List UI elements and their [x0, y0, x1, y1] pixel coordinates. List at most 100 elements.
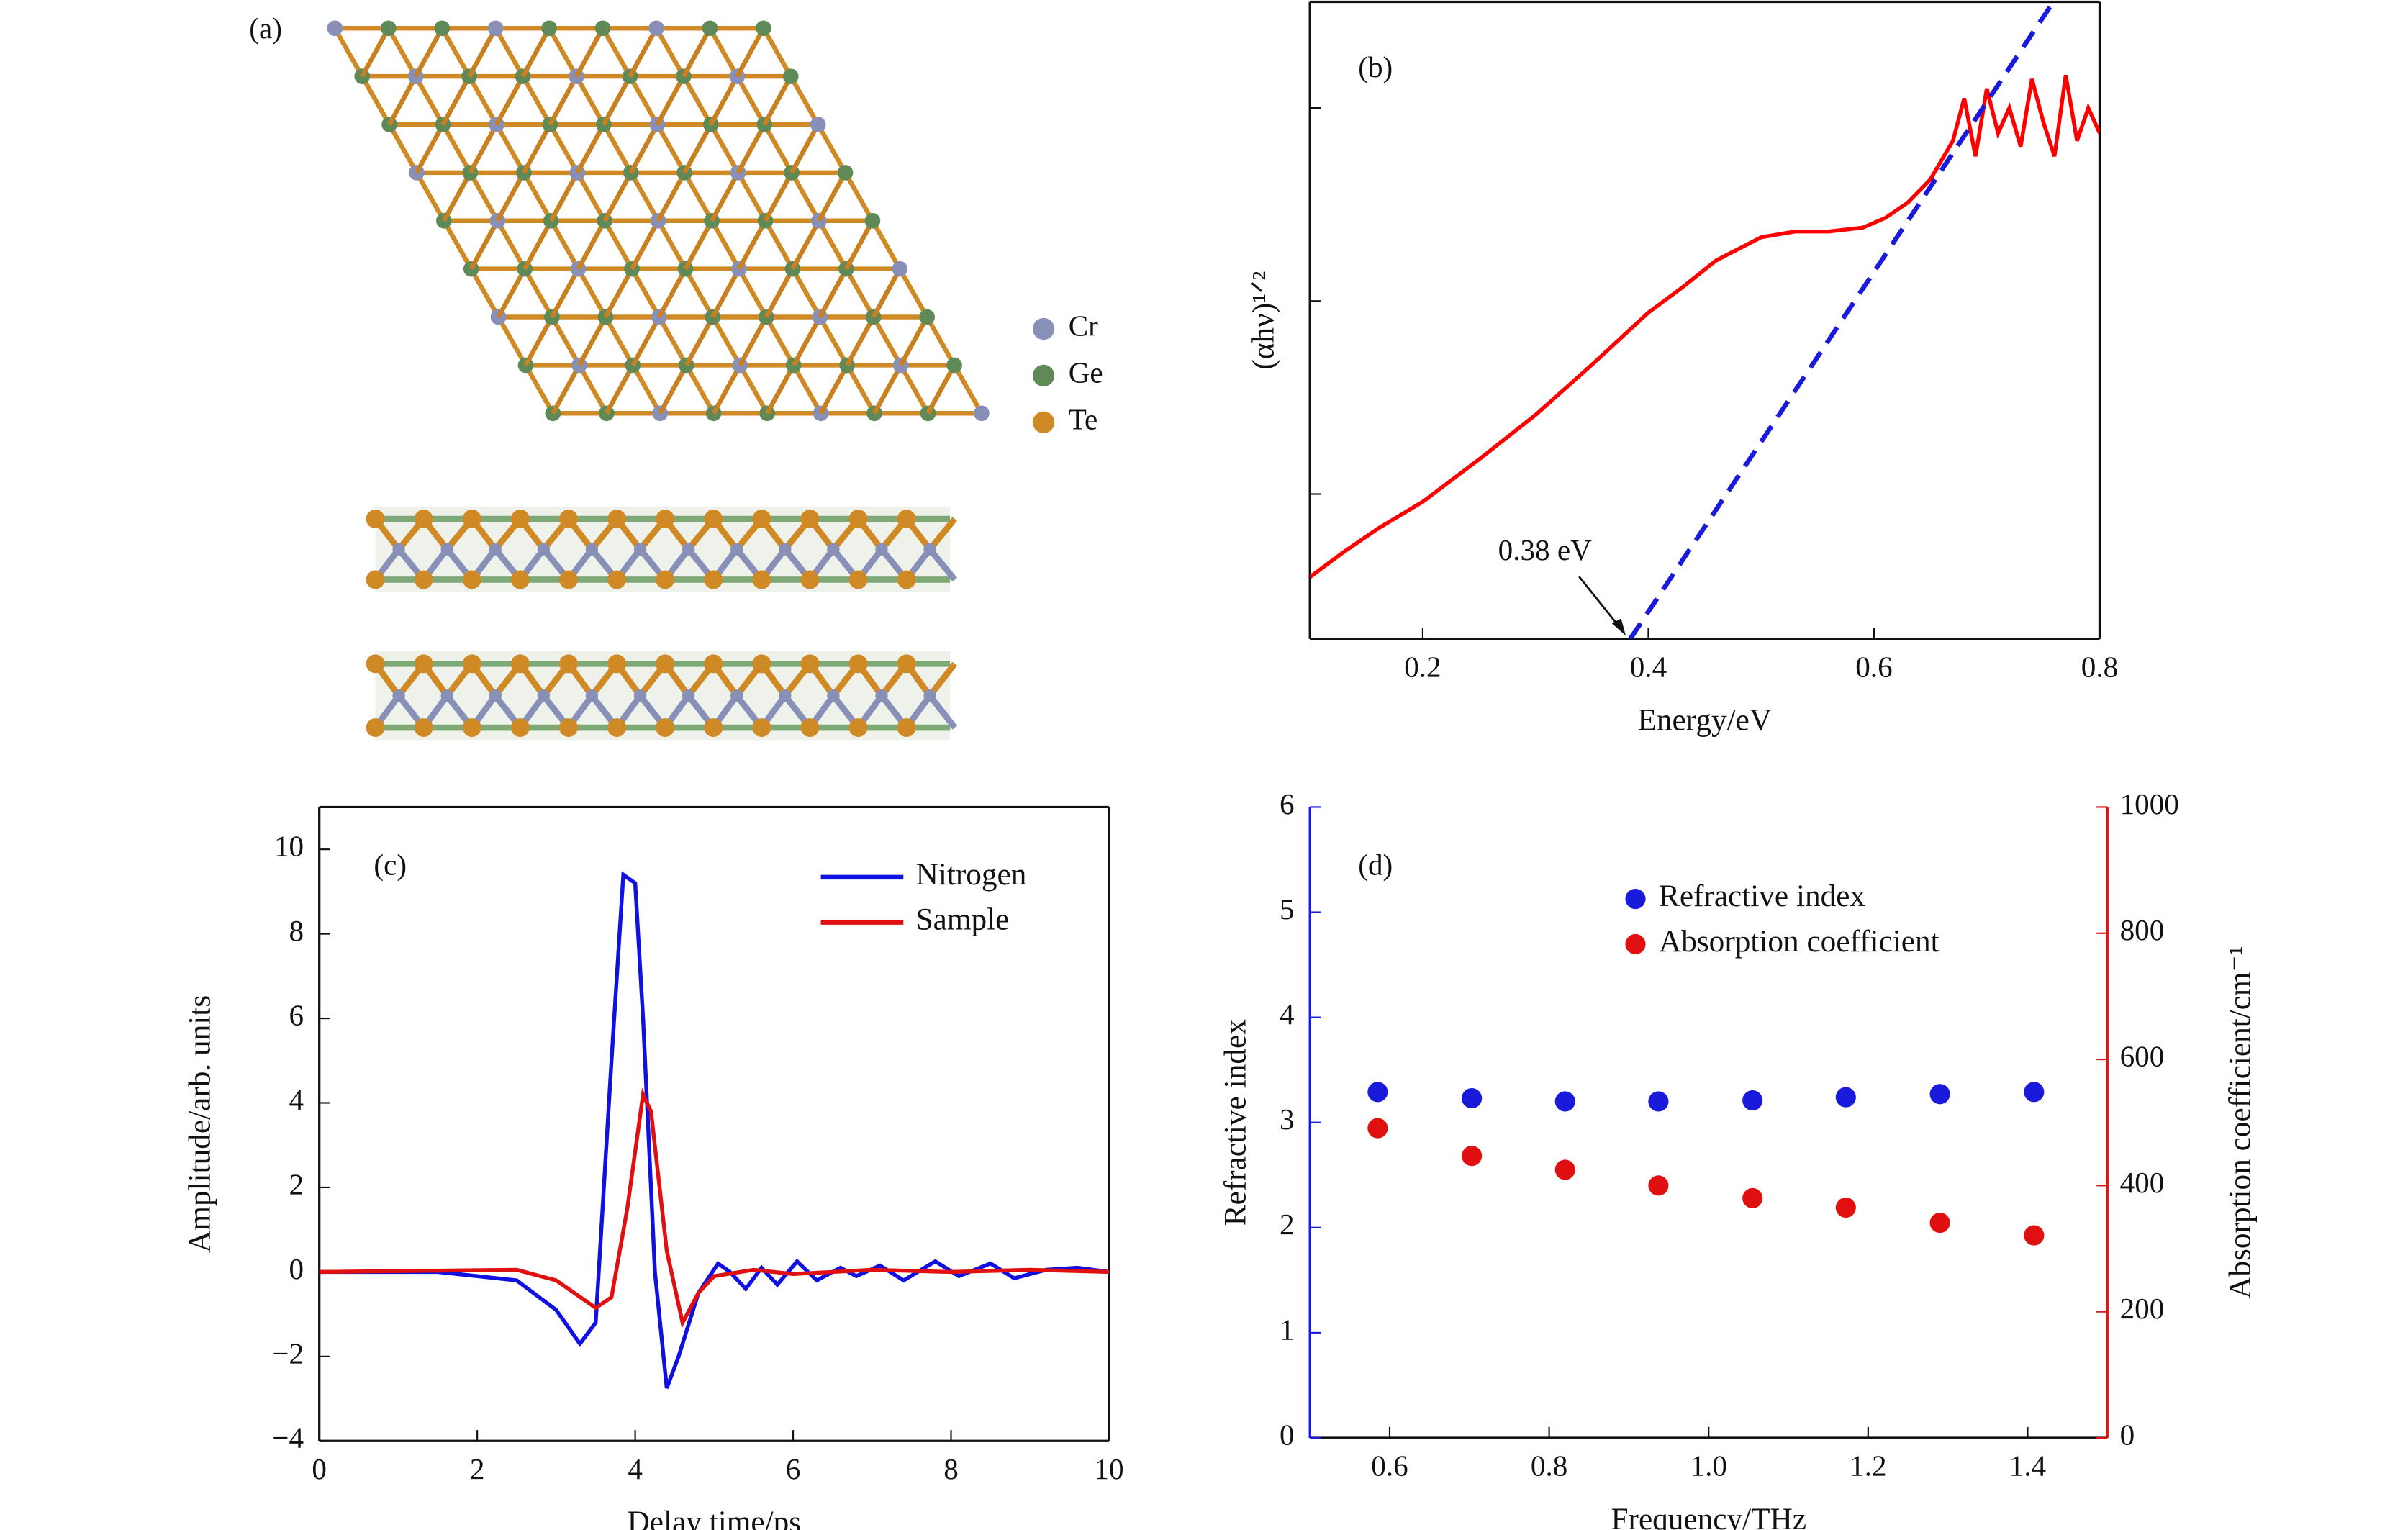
bond [520, 75, 553, 126]
bond [710, 268, 741, 319]
bond [711, 363, 743, 415]
atom [923, 689, 936, 702]
y-axis-label: Amplitude/arb. units [182, 995, 217, 1253]
atom [875, 689, 888, 702]
legend-marker [1032, 411, 1055, 434]
bond [550, 315, 581, 367]
bond [495, 219, 527, 271]
bond [575, 171, 607, 222]
bond [655, 75, 686, 126]
bond [360, 75, 391, 126]
x-tick-label: 0.8 [2081, 650, 2118, 683]
atom [682, 689, 695, 702]
bond [843, 171, 875, 222]
legend-label: Absorption coefficient [1659, 924, 1939, 959]
bond [360, 27, 391, 78]
bond [871, 268, 902, 319]
atom [462, 570, 481, 589]
bond [603, 315, 635, 367]
bond [762, 123, 794, 174]
y2-axis-label: Absorption coefficient/cm⁻¹ [2223, 946, 2258, 1299]
bond [600, 27, 633, 78]
bond [845, 363, 877, 415]
x-axis-label: Frequency/THz [1611, 1502, 1806, 1530]
atom [585, 689, 599, 702]
point [1742, 1187, 1763, 1208]
bond [467, 75, 499, 126]
bond [577, 315, 608, 366]
bond [844, 219, 875, 271]
point [1929, 1213, 1950, 1233]
bond [548, 171, 580, 222]
bond [738, 363, 769, 415]
point [2024, 1082, 2045, 1103]
y-axis-label: Refractive index [1218, 1019, 1253, 1226]
bond [791, 363, 823, 415]
atom [892, 261, 908, 277]
atom [864, 212, 881, 229]
bond [387, 75, 418, 126]
point [1554, 1091, 1575, 1112]
bond [523, 363, 556, 415]
y2-tick-label: 200 [2120, 1292, 2165, 1325]
bond [547, 27, 579, 78]
atom [440, 689, 453, 702]
bond [522, 219, 553, 271]
atom [704, 718, 723, 738]
atom [752, 570, 771, 589]
bond [764, 315, 796, 367]
x-tick-label: 8 [943, 1452, 959, 1485]
atom [810, 117, 826, 132]
atom [756, 20, 771, 37]
bond [602, 123, 633, 174]
legend-label: Sample [916, 902, 1010, 937]
atom [974, 405, 990, 422]
atom [462, 718, 481, 738]
atom [923, 543, 936, 556]
bond [522, 268, 554, 319]
bond [925, 363, 956, 415]
atom [752, 510, 771, 529]
atom [434, 20, 451, 37]
atom [848, 654, 868, 674]
bond [628, 27, 658, 78]
bond [630, 315, 661, 366]
point [1367, 1118, 1388, 1139]
arrow-head [1611, 618, 1626, 636]
legend-marker [1032, 317, 1055, 340]
bond [655, 123, 687, 174]
bond [710, 171, 741, 222]
x-tick-label: 1.4 [2009, 1449, 2046, 1483]
atom [414, 570, 433, 589]
atom [510, 510, 530, 529]
atom [752, 718, 771, 738]
legend-marker [1625, 889, 1646, 910]
point [1648, 1175, 1669, 1196]
bond [602, 171, 633, 222]
x-tick-label: 6 [786, 1452, 801, 1485]
point [2024, 1225, 2045, 1246]
bond [708, 123, 741, 174]
bond [898, 315, 930, 366]
atom [633, 689, 647, 702]
bond [413, 75, 445, 126]
panel-label: (d) [1358, 848, 1393, 882]
x-tick-label: 4 [628, 1452, 643, 1485]
y2-tick-label: 1000 [2120, 787, 2179, 820]
bond [817, 171, 848, 222]
bond [737, 268, 769, 319]
bond [493, 27, 525, 78]
bond [844, 268, 876, 319]
y-tick-label: 6 [1280, 787, 1295, 820]
bond [386, 27, 418, 78]
atom [462, 654, 481, 674]
y2-tick-label: 0 [2120, 1418, 2135, 1451]
bond [657, 315, 689, 367]
y-tick-label: 6 [289, 998, 304, 1031]
bond [656, 219, 688, 271]
bond [494, 75, 525, 126]
bond [523, 315, 554, 366]
atom [633, 543, 647, 556]
atom [800, 654, 820, 674]
